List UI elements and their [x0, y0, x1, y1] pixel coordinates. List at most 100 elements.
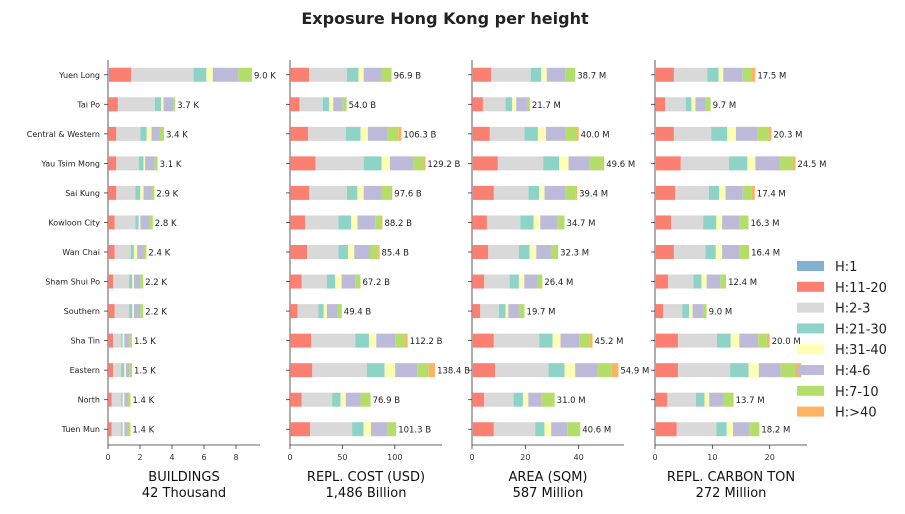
bar-segment: [527, 97, 530, 111]
legend-swatch: [797, 407, 824, 417]
legend-label: H:>40: [835, 406, 877, 421]
bar-segment: [307, 245, 338, 259]
bar-segment: [152, 127, 160, 141]
bar-segment: [655, 422, 656, 436]
bar-segment: [494, 422, 535, 436]
bar-label: 9.0 M: [709, 308, 733, 318]
bar-segment: [124, 422, 127, 436]
x-tick-label: 10: [707, 453, 717, 462]
bar-segment: [137, 245, 143, 259]
bar-segment: [128, 422, 131, 436]
bar-segment: [519, 275, 524, 289]
bar-segment: [305, 215, 339, 229]
x-axis-label: BUILDINGS: [148, 470, 219, 485]
bar-segment: [290, 215, 305, 229]
bar-segment: [693, 304, 703, 318]
bar-segment: [123, 393, 125, 407]
bar-segment: [577, 127, 579, 141]
bar-segment: [347, 186, 357, 200]
bar-segment: [150, 215, 153, 229]
bar-label: 1.5 K: [134, 337, 156, 347]
legend-label: H:1: [835, 260, 857, 275]
bar-segment: [759, 363, 781, 377]
bar-segment: [472, 127, 473, 141]
bar-segment: [323, 97, 329, 111]
bar-segment: [375, 215, 381, 229]
bar-segment: [302, 275, 327, 289]
bar-segment: [348, 245, 354, 259]
x-tick-label: 8: [233, 453, 238, 462]
legend-swatch: [797, 261, 824, 271]
bar-segment: [682, 304, 689, 318]
bar-segment: [512, 97, 516, 111]
bar-segment: [686, 97, 692, 111]
bar-segment: [337, 304, 341, 318]
bar-segment: [709, 186, 719, 200]
bar-segment: [747, 156, 755, 170]
bar-segment: [357, 186, 363, 200]
bar-segment: [364, 422, 371, 436]
bar-segment: [655, 127, 656, 141]
bar-segment: [551, 245, 558, 259]
bar-segment: [506, 304, 509, 318]
bar-segment: [417, 363, 429, 377]
bar-segment: [674, 68, 707, 82]
bar-segment: [123, 334, 125, 348]
bar-segment: [575, 363, 598, 377]
bar-segment: [347, 68, 359, 82]
bar-segment: [472, 363, 473, 377]
bar-segment: [405, 334, 408, 348]
bar-segment: [793, 156, 796, 170]
x-axis-total: 272 Million: [696, 486, 767, 501]
bar-segment: [129, 304, 132, 318]
bar-segment: [115, 304, 129, 318]
bar-segment: [549, 363, 565, 377]
bar-label: 9.0 K: [254, 71, 276, 81]
legend-label: H:2-3: [835, 302, 870, 317]
bar-segment: [689, 304, 692, 318]
x-tick-label: 20: [520, 453, 530, 462]
bar-segment: [352, 422, 364, 436]
bar-segment: [473, 68, 492, 82]
bar-segment: [656, 334, 678, 348]
bar-segment: [656, 186, 676, 200]
bar-segment: [472, 156, 473, 170]
bar-segment: [667, 393, 696, 407]
x-tick-label: 0: [287, 453, 292, 462]
bar-segment: [341, 393, 346, 407]
bar-label: 21.7 M: [532, 101, 561, 111]
bar-segment: [547, 68, 566, 82]
bar-label: 3.4 K: [166, 130, 188, 140]
bar-segment: [655, 304, 663, 318]
x-tick-label: 100: [387, 453, 402, 462]
bar-segment: [705, 393, 710, 407]
bar-segment: [545, 186, 566, 200]
bar-segment: [675, 186, 709, 200]
bar-label: 17.5 M: [757, 71, 786, 81]
bar-segment: [108, 186, 116, 200]
x-axis-label: REPL. CARBON TON: [667, 470, 795, 485]
bar-segment: [312, 363, 367, 377]
bar-segment: [311, 334, 355, 348]
bar-label: 54.0 B: [349, 101, 377, 111]
legend-label: H:11-20: [835, 281, 887, 296]
bar-label: 129.2 B: [427, 160, 460, 170]
bar-segment: [707, 68, 718, 82]
x-tick-label: 0: [105, 453, 110, 462]
bar-segment: [519, 245, 530, 259]
bar-label: 101.3 B: [398, 426, 431, 436]
bar-segment: [357, 215, 375, 229]
bar-segment: [733, 422, 750, 436]
bar-segment: [364, 68, 382, 82]
bar-segment: [194, 68, 207, 82]
bar-segment: [655, 156, 656, 170]
bar-segment: [473, 127, 490, 141]
bar-segment: [290, 127, 308, 141]
bar-segment: [709, 393, 723, 407]
bar-segment: [767, 334, 770, 348]
legend-label: H:7-10: [835, 385, 879, 400]
bar-segment: [351, 215, 357, 229]
bar-segment: [484, 275, 509, 289]
legend-swatch: [797, 365, 824, 375]
